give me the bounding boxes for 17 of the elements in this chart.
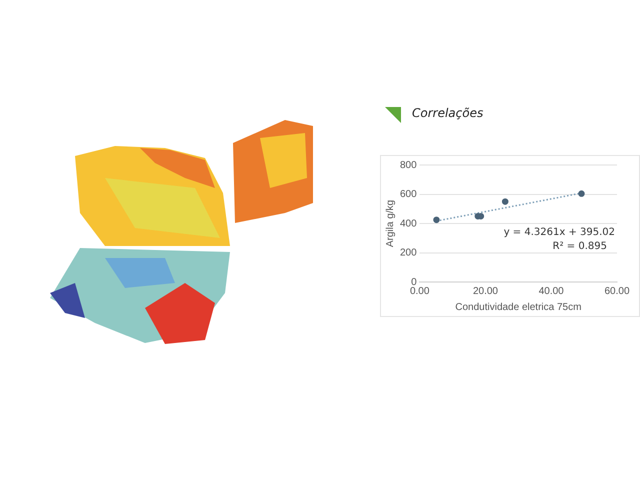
x-tick-label: 60.00 xyxy=(604,286,630,297)
annotation: R² = 0.895 xyxy=(552,241,607,252)
point xyxy=(433,216,440,224)
x-tick-label: 0.00 xyxy=(410,286,430,297)
point xyxy=(578,190,585,197)
point xyxy=(502,198,508,205)
y-tick-label: 400 xyxy=(400,218,418,230)
y-axis-title: Argila g/kg xyxy=(384,200,396,248)
chart-title: Correlações xyxy=(412,106,484,120)
x-axis-title: Condutividade eletrica 75cm xyxy=(455,302,582,313)
y-tick-label: 200 xyxy=(400,248,418,258)
y-tick-label: 800 xyxy=(400,160,418,171)
y-tick-label: 600 xyxy=(400,189,418,200)
x-tick-label: 40.00 xyxy=(538,286,564,297)
y-tick-label: 0 xyxy=(411,276,418,288)
x-tick-label: 20.00 xyxy=(472,286,498,297)
annotation: y = 4.3261x + 395.02 xyxy=(504,227,615,238)
